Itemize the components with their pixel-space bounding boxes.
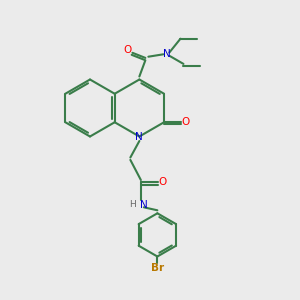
Text: O: O <box>158 177 166 188</box>
Text: O: O <box>124 45 132 55</box>
Text: N: N <box>136 131 143 142</box>
Text: N: N <box>163 49 171 59</box>
Text: H: H <box>129 200 136 209</box>
Text: O: O <box>182 117 190 127</box>
Text: N: N <box>140 200 148 210</box>
Text: Br: Br <box>151 263 164 273</box>
